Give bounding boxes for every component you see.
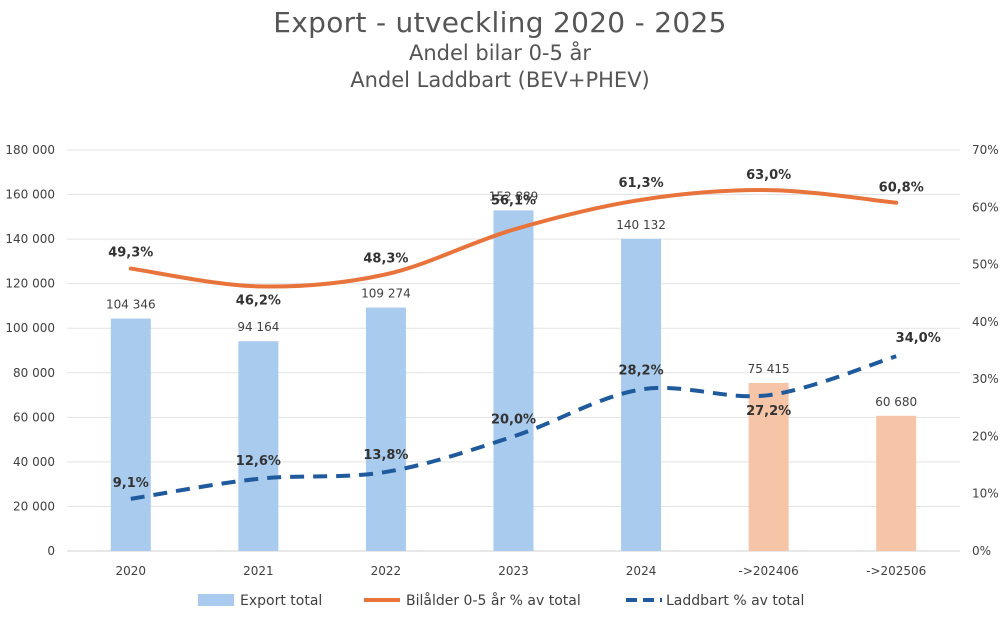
line-data-label: 56,1% xyxy=(491,194,536,209)
x-axis-tick-label: ->202506 xyxy=(866,564,926,578)
right-axis-tick-label: 50% xyxy=(972,258,999,272)
left-axis-tick-label: 40 000 xyxy=(13,455,55,469)
bar xyxy=(748,382,789,551)
line-data-label: 49,3% xyxy=(108,246,153,261)
left-axis-tick-label: 120 000 xyxy=(5,277,55,291)
legend-bar-swatch xyxy=(198,594,234,606)
line-data-label: 12,6% xyxy=(236,454,281,469)
bar xyxy=(110,318,151,551)
line-data-label: 48,3% xyxy=(363,251,408,266)
right-axis-tick-label: 20% xyxy=(972,429,999,443)
line-data-label: 13,8% xyxy=(363,448,408,463)
line-data-label: 63,0% xyxy=(746,168,791,183)
right-axis-tick-label: 10% xyxy=(972,487,999,501)
left-axis-tick-label: 60 000 xyxy=(13,410,55,424)
left-axis-tick-label: 160 000 xyxy=(5,188,55,202)
left-axis-tick-label: 180 000 xyxy=(5,143,55,157)
chart-title: Export - utveckling 2020 - 2025 xyxy=(273,6,727,39)
x-axis-tick-label: 2023 xyxy=(498,564,529,578)
x-axis-tick-label: 2022 xyxy=(371,564,402,578)
bar-data-label: 94 164 xyxy=(237,320,279,334)
left-axis-tick-label: 20 000 xyxy=(13,499,55,513)
chart-subtitle-1: Andel bilar 0-5 år xyxy=(408,41,592,65)
line-data-label: 20,0% xyxy=(491,412,536,427)
right-axis-tick-label: 30% xyxy=(972,372,999,386)
line-data-label: 28,2% xyxy=(619,363,664,378)
bar xyxy=(493,210,534,551)
left-axis-tick-label: 140 000 xyxy=(5,232,55,246)
left-axis-tick-label: 100 000 xyxy=(5,321,55,335)
right-axis-tick-label: 0% xyxy=(972,544,991,558)
bar-data-label: 75 415 xyxy=(748,362,790,376)
bar xyxy=(621,238,662,551)
x-axis-tick-label: ->202406 xyxy=(739,564,799,578)
line-data-label: 27,2% xyxy=(746,404,791,419)
legend-label: Bilålder 0-5 år % av total xyxy=(406,592,581,609)
bar xyxy=(876,415,917,551)
right-axis-tick-label: 60% xyxy=(972,200,999,214)
x-axis-tick-label: 2020 xyxy=(116,564,147,578)
bar-data-label: 152 889 xyxy=(489,189,539,203)
bar xyxy=(238,341,279,551)
bar-data-label: 104 346 xyxy=(106,298,156,312)
bilalder-line xyxy=(128,188,899,289)
x-axis-tick-label: 2021 xyxy=(243,564,274,578)
legend-label: Laddbart % av total xyxy=(666,593,804,609)
line-data-label: 9,1% xyxy=(113,476,149,491)
bar-data-label: 60 680 xyxy=(875,395,917,409)
chart-subtitle-2: Andel Laddbart (BEV+PHEV) xyxy=(350,68,650,92)
bar xyxy=(365,307,406,551)
legend-label: Export total xyxy=(240,593,322,609)
left-axis-tick-label: 80 000 xyxy=(13,366,55,380)
line-data-label: 34,0% xyxy=(896,331,941,346)
laddbart-line xyxy=(130,354,897,501)
bar-data-label: 140 132 xyxy=(616,218,666,232)
line-data-label: 61,3% xyxy=(619,176,664,191)
line-data-label: 46,2% xyxy=(236,293,281,308)
right-axis-tick-label: 70% xyxy=(972,143,999,157)
right-axis-tick-label: 40% xyxy=(972,315,999,329)
bar-data-label: 109 274 xyxy=(361,287,411,301)
x-axis-tick-label: 2024 xyxy=(626,564,657,578)
left-axis-tick-label: 0 xyxy=(47,544,55,558)
line-data-label: 60,8% xyxy=(879,181,924,196)
